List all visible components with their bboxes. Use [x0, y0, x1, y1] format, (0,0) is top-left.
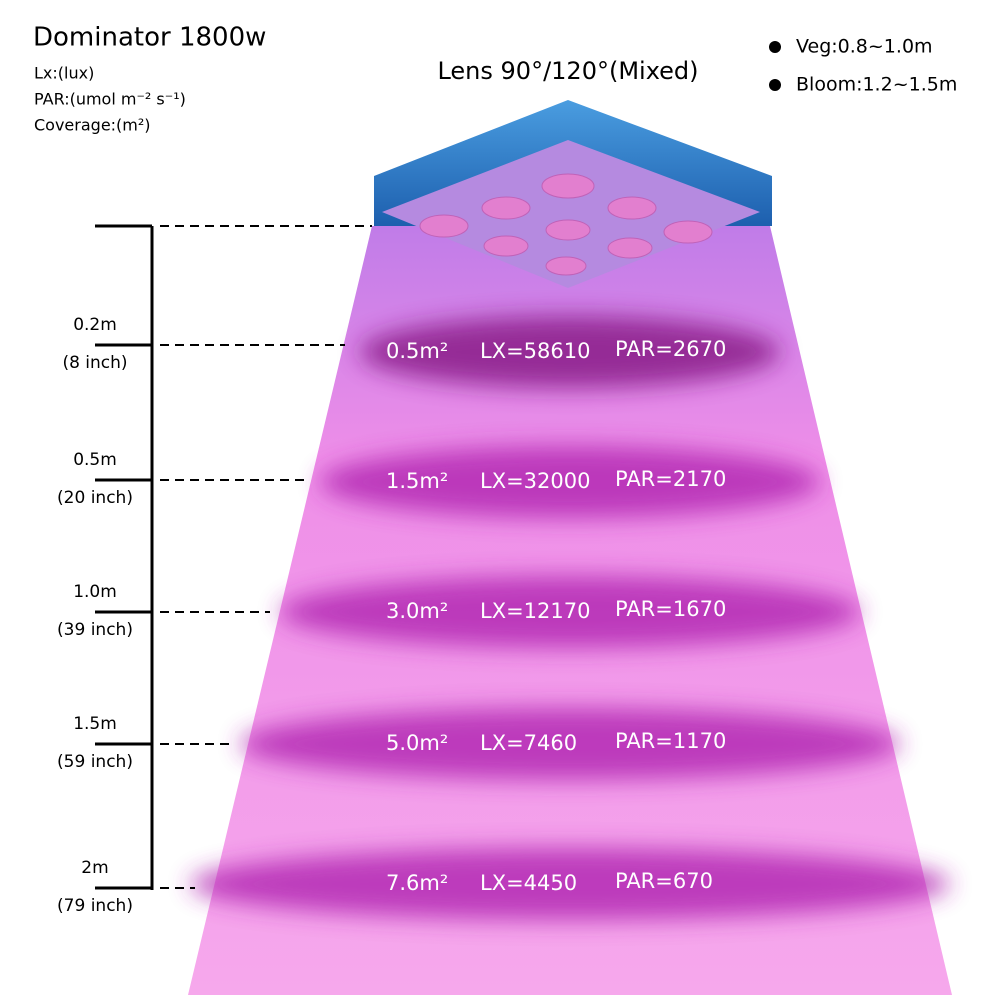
lux: LX=58610 — [480, 339, 591, 363]
fixture — [374, 100, 772, 288]
lux: LX=7460 — [480, 731, 577, 755]
inch-label: (59 inch) — [57, 752, 133, 772]
bullet — [769, 41, 781, 53]
distance-label: 1.0m — [73, 582, 117, 602]
note: Veg:0.8~1.0m — [796, 36, 933, 58]
lens-label: Lens 90°/120°(Mixed) — [437, 57, 698, 85]
light-spot — [190, 848, 950, 920]
inch-label: (79 inch) — [57, 896, 133, 916]
light-spot — [240, 708, 900, 780]
par: PAR=2670 — [615, 337, 726, 361]
light-spot — [320, 446, 820, 518]
light-spot — [360, 316, 780, 388]
distance-label: 0.5m — [73, 450, 117, 470]
par: PAR=670 — [615, 869, 713, 893]
par: PAR=1670 — [615, 597, 726, 621]
par: PAR=2170 — [615, 467, 726, 491]
title: Dominator 1800w — [33, 23, 266, 53]
distance-label: 1.5m — [73, 714, 117, 734]
coverage: 3.0m² — [386, 599, 448, 623]
coverage: 5.0m² — [386, 731, 448, 755]
note: Bloom:1.2~1.5m — [796, 74, 957, 96]
distance-label: 2m — [81, 858, 108, 878]
coverage: 7.6m² — [386, 871, 448, 895]
coverage: 1.5m² — [386, 469, 448, 493]
bullet — [769, 79, 781, 91]
lux: LX=32000 — [480, 469, 591, 493]
par: PAR=1170 — [615, 729, 726, 753]
legend-item: PAR:(umol m⁻² s⁻¹) — [34, 90, 186, 109]
inch-label: (20 inch) — [57, 488, 133, 508]
inch-label: (39 inch) — [57, 620, 133, 640]
inch-label: (8 inch) — [62, 353, 127, 373]
legend-item: Lx:(lux) — [34, 64, 94, 83]
coverage: 0.5m² — [386, 339, 448, 363]
distance-label: 0.2m — [73, 315, 117, 335]
legend-item: Coverage:(m²) — [34, 116, 151, 135]
lux: LX=4450 — [480, 871, 577, 895]
lux: LX=12170 — [480, 599, 591, 623]
light-spot — [280, 576, 860, 648]
